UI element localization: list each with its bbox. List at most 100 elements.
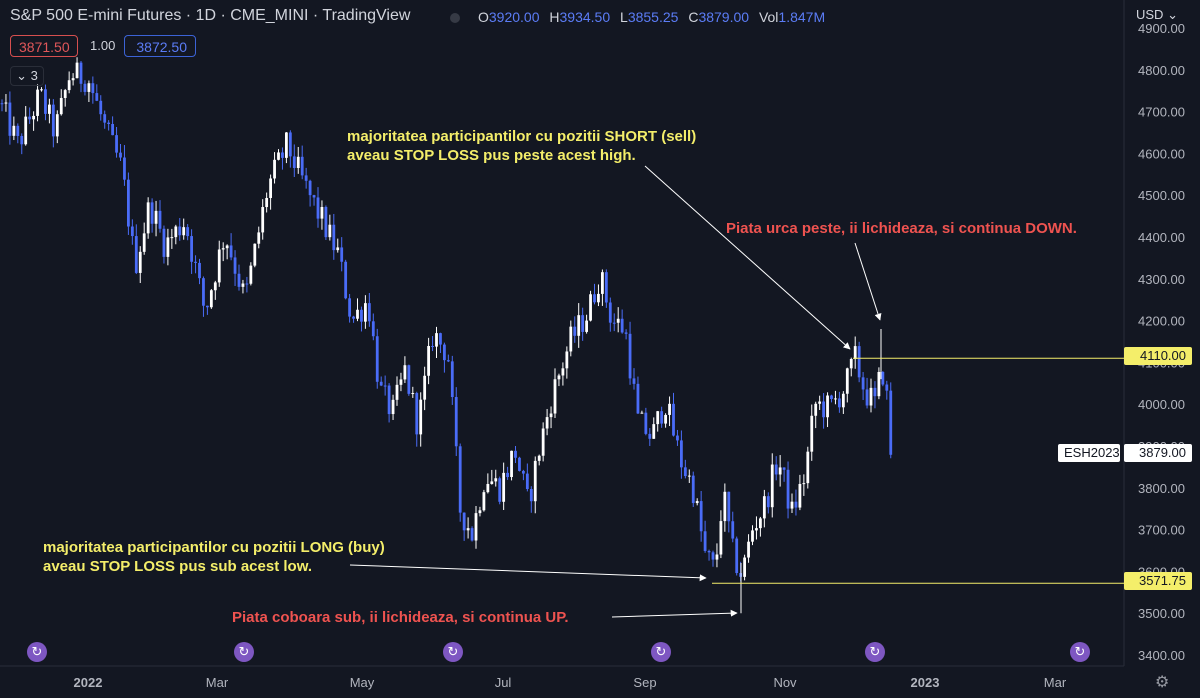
candle-body bbox=[190, 236, 193, 262]
candle-body bbox=[865, 389, 869, 406]
candle-body bbox=[474, 513, 478, 541]
chevron-down-icon: ⌄ bbox=[16, 68, 28, 83]
candle-body bbox=[608, 302, 612, 323]
candle-body bbox=[103, 114, 107, 123]
arrow-short-stops bbox=[644, 165, 851, 350]
candle-body bbox=[166, 237, 170, 257]
sync-icon[interactable]: ↻ bbox=[234, 642, 254, 662]
price-axis[interactable]: 3400.003500.003600.003700.003800.003900.… bbox=[1138, 21, 1185, 663]
candle-body bbox=[202, 278, 205, 306]
candle-body bbox=[514, 450, 517, 458]
candle-body bbox=[194, 261, 197, 263]
candle-body bbox=[300, 156, 304, 176]
candle-body bbox=[853, 346, 857, 359]
candle-body bbox=[375, 336, 379, 382]
candle-body bbox=[672, 403, 675, 436]
candle-body bbox=[40, 89, 43, 91]
candle-body bbox=[849, 358, 853, 369]
candle-body bbox=[253, 243, 257, 266]
candle-body bbox=[431, 345, 434, 347]
ohlc-readout: O3920.00 H3934.50 L3855.25 C3879.00 Vol1… bbox=[478, 9, 831, 25]
candle-body bbox=[616, 318, 620, 323]
candle-body bbox=[845, 368, 849, 394]
indicators-toggle-button[interactable]: ⌄ 3 bbox=[10, 66, 44, 86]
candle-body bbox=[668, 403, 671, 415]
candle-body bbox=[186, 227, 190, 237]
candle-body bbox=[87, 83, 91, 92]
candle-body bbox=[640, 412, 644, 414]
candle-body bbox=[12, 125, 16, 136]
candle-body bbox=[261, 207, 265, 233]
price-tick-label: 4800.00 bbox=[1138, 63, 1185, 78]
currency-selector[interactable]: USD ⌄ bbox=[1136, 7, 1178, 23]
candle-body bbox=[802, 483, 806, 485]
candle-body bbox=[482, 492, 486, 511]
ohlc-open-key: O bbox=[478, 9, 489, 25]
sync-icon[interactable]: ↻ bbox=[651, 642, 671, 662]
sync-icon[interactable]: ↻ bbox=[1070, 642, 1090, 662]
candle-body bbox=[312, 195, 316, 198]
candle-body bbox=[601, 272, 604, 294]
candle-body bbox=[680, 440, 683, 468]
candle-body bbox=[691, 475, 695, 504]
time-tick-label: Mar bbox=[206, 675, 229, 690]
sync-icon[interactable]: ↻ bbox=[865, 642, 885, 662]
candle-body bbox=[217, 249, 221, 283]
annotation-breakout-down: Piata urca peste, ii lichideaza, si cont… bbox=[726, 220, 1077, 237]
candle-body bbox=[652, 424, 656, 439]
candle-body bbox=[814, 403, 818, 416]
candle-body bbox=[67, 80, 71, 91]
candle-body bbox=[711, 552, 715, 560]
candle-body bbox=[873, 387, 877, 397]
candle-body bbox=[99, 100, 103, 115]
candle-body bbox=[478, 510, 482, 514]
candle-body bbox=[115, 135, 118, 153]
candle-body bbox=[755, 528, 758, 531]
candle-body bbox=[83, 83, 87, 92]
candle-body bbox=[439, 333, 442, 345]
candle-body bbox=[316, 197, 320, 219]
candle-body bbox=[759, 518, 762, 529]
candle-body bbox=[44, 89, 47, 114]
candle-body bbox=[308, 180, 312, 196]
ohlc-close-value: 3879.00 bbox=[698, 9, 750, 25]
sync-icon[interactable]: ↻ bbox=[443, 642, 463, 662]
candle-body bbox=[150, 202, 154, 224]
arrow-breakout-down bbox=[854, 242, 882, 321]
time-axis[interactable]: 2022 Mar May Jul Sep Nov 2023 Mar bbox=[74, 675, 1067, 690]
candle-body bbox=[735, 538, 739, 574]
candle-body bbox=[490, 481, 494, 484]
candle-body bbox=[841, 393, 845, 408]
arrow-breakdown-up bbox=[611, 609, 738, 618]
chevron-down-icon: ⌄ bbox=[1167, 7, 1178, 22]
candle-body bbox=[857, 346, 861, 378]
time-tick-label: Sep bbox=[633, 675, 656, 690]
candle-body bbox=[281, 152, 284, 158]
candle-body bbox=[541, 428, 545, 456]
candle-body bbox=[881, 372, 885, 385]
candle-body bbox=[391, 399, 395, 415]
candle-body bbox=[91, 83, 95, 94]
candle-body bbox=[407, 365, 411, 394]
candle-body bbox=[241, 283, 245, 287]
candle-body bbox=[818, 401, 822, 404]
candle-body bbox=[782, 467, 786, 470]
candle-body bbox=[328, 224, 332, 238]
candle-body bbox=[229, 245, 233, 258]
candle-body bbox=[419, 399, 423, 435]
gear-icon[interactable]: ⚙ bbox=[1155, 674, 1170, 691]
buy-price-button[interactable]: 3872.50 bbox=[124, 35, 196, 57]
candle-body bbox=[529, 489, 533, 502]
sell-price-button[interactable]: 3871.50 bbox=[10, 35, 78, 57]
candle-body bbox=[719, 521, 723, 555]
candle-body bbox=[494, 478, 498, 482]
sync-icon[interactable]: ↻ bbox=[27, 642, 47, 662]
candle-body bbox=[277, 152, 280, 160]
candle-body bbox=[522, 470, 525, 474]
candle-body bbox=[577, 315, 581, 336]
candle-body bbox=[838, 398, 841, 408]
candle-body bbox=[877, 372, 881, 397]
price-tick-label: 4700.00 bbox=[1138, 105, 1185, 120]
candle-body bbox=[557, 375, 561, 380]
